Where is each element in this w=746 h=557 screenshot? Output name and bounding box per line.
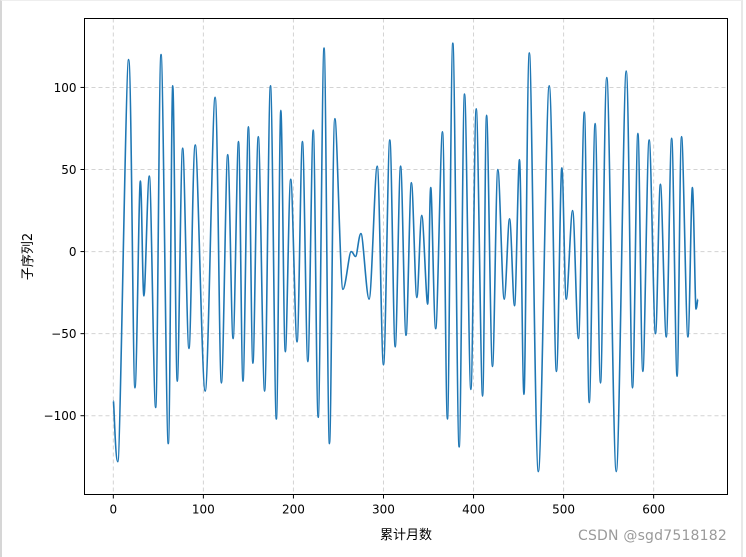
x-tick-label: 300 <box>372 503 395 517</box>
x-tick-label: 600 <box>642 503 665 517</box>
watermark: CSDN @sgd7518182 <box>578 528 727 544</box>
x-tick-label: 0 <box>109 503 117 517</box>
x-tick-label: 400 <box>462 503 485 517</box>
x-tick-label: 200 <box>282 503 305 517</box>
x-axis-label: 累计月数 <box>380 528 432 543</box>
x-tick-label: 500 <box>552 503 575 517</box>
series-path <box>112 42 699 473</box>
y-tick-label: 0 <box>69 245 77 259</box>
y-tick-label: 50 <box>61 163 76 177</box>
x-axis-ticks: 0 100 200 300 400 500 600 <box>109 494 665 517</box>
y-tick-label: −50 <box>51 327 76 341</box>
series-line <box>112 42 699 473</box>
y-axis-ticks: −100 −50 0 50 100 <box>44 81 85 423</box>
plot-area-frame <box>84 18 728 495</box>
y-axis-label: 子序列2 <box>21 233 36 280</box>
grid-lines <box>84 18 728 495</box>
y-tick-label: 100 <box>54 81 77 95</box>
x-tick-label: 100 <box>192 503 215 517</box>
y-tick-label: −100 <box>44 409 77 423</box>
